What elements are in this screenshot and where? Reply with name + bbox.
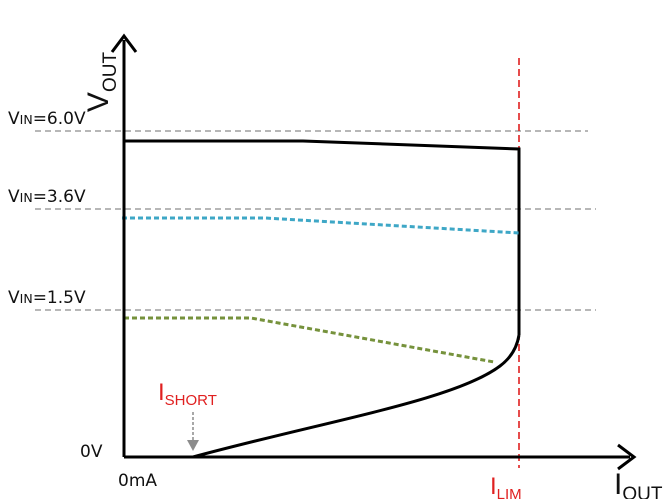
label-vin-3v6: VIN=3.6V xyxy=(8,187,86,207)
curve-short-circuit xyxy=(192,334,521,459)
x-axis-title: IOUT xyxy=(614,468,663,499)
short-current-label: ISHORT xyxy=(158,379,217,409)
x-axis-arrowhead xyxy=(617,443,637,471)
y-axis-title-sub: OUT xyxy=(100,52,121,93)
label-vin-1v5-pre: V xyxy=(8,288,20,308)
limit-current-sub: LIM xyxy=(497,486,522,499)
origin-voltage-label: 0V xyxy=(80,442,103,462)
curve-vin-1v5 xyxy=(124,316,495,364)
curve-vin-3v6 xyxy=(122,216,520,235)
short-current-sub: SHORT xyxy=(165,392,217,409)
curve-vin-6v0 xyxy=(124,139,521,335)
label-vin-6v0-sub: IN xyxy=(20,112,33,127)
label-vin-3v6-pre: V xyxy=(8,187,20,207)
label-vin-1v5: VIN=1.5V xyxy=(8,288,86,308)
limit-current-label: ILIM xyxy=(490,473,522,499)
svg-text:VOUT: VOUT xyxy=(82,52,121,113)
label-vin-6v0-post: =6.0V xyxy=(33,109,86,129)
label-vin-6v0-pre: V xyxy=(8,109,20,129)
y-axis-title: VOUT xyxy=(82,52,121,113)
label-vin-1v5-sub: IN xyxy=(20,291,33,306)
label-vin-3v6-post: =3.6V xyxy=(33,187,86,207)
label-vin-1v5-post: =1.5V xyxy=(33,288,86,308)
x-axis-title-sub: OUT xyxy=(622,484,663,499)
short-arrow-head xyxy=(187,440,199,451)
label-vin-6v0: VIN=6.0V xyxy=(8,109,86,129)
limit-current-main: I xyxy=(490,473,497,499)
label-vin-3v6-sub: IN xyxy=(20,190,33,205)
origin-current-label: 0mA xyxy=(118,471,157,491)
short-current-main: I xyxy=(158,379,165,406)
y-axis-arrowhead xyxy=(110,33,138,53)
y-axis-title-main: V xyxy=(82,92,115,112)
x-axis-title-main: I xyxy=(614,468,622,499)
